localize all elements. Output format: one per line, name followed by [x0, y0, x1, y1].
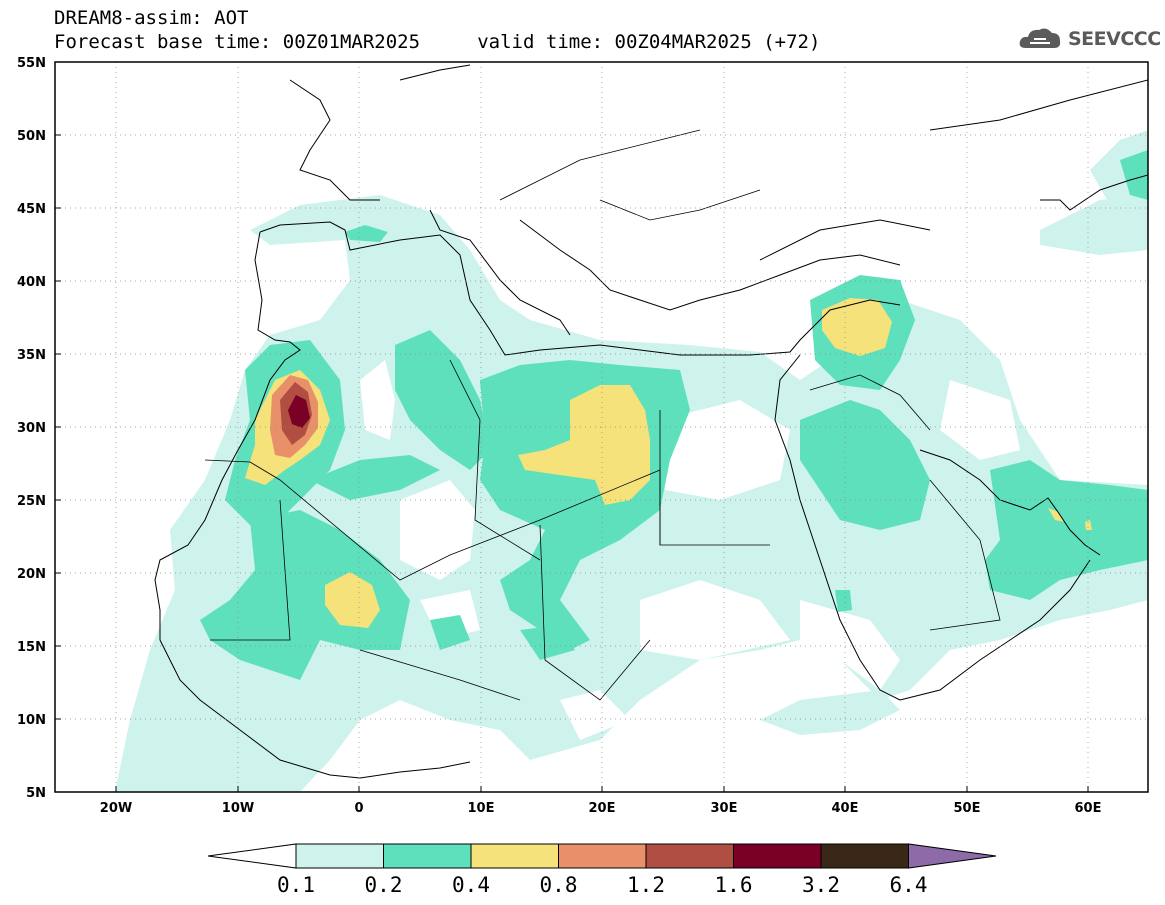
latitude-labels: 55N 50N 45N 40N 35N 30N 25N 20N 15N 10N … — [17, 56, 46, 801]
longitude-labels: 20W 10W 0 10E 20E 30E 40E 50E 60E — [100, 801, 1102, 816]
lat-label: 15N — [17, 640, 46, 655]
forecast-times: Forecast base time: 00Z01MAR2025 valid t… — [54, 31, 821, 53]
colorbar-label: 6.4 — [890, 873, 928, 897]
lon-label: 20W — [100, 801, 132, 816]
colorbar-label: 1.6 — [715, 873, 753, 897]
lon-label: 50E — [954, 801, 981, 816]
colorbar-bin — [383, 843, 472, 869]
colorbar: 0.1 0.2 0.4 0.8 1.2 1.6 3.2 6.4 — [207, 843, 997, 897]
lat-label: 25N — [17, 494, 46, 509]
axis-ticks — [55, 134, 1089, 792]
lat-label: 20N — [17, 567, 46, 582]
colorbar-label: 0.4 — [452, 873, 490, 897]
colorbar-label: 1.2 — [627, 873, 665, 897]
colorbar-bin — [820, 843, 909, 869]
lat-label: 40N — [17, 275, 46, 290]
lat-label: 30N — [17, 421, 46, 436]
lon-label: 10W — [222, 801, 254, 816]
coastlines — [154, 64, 1148, 779]
colorbar-label: 0.2 — [365, 873, 403, 897]
aot-level-0-2 — [200, 150, 1148, 680]
logo-text: SEEVCCC — [1068, 28, 1161, 50]
colorbar-label: 3.2 — [802, 873, 840, 897]
colorbar-bin — [645, 843, 734, 869]
lat-label: 55N — [17, 56, 46, 71]
lon-label: 0 — [354, 801, 363, 816]
lon-label: 10E — [468, 801, 495, 816]
colorbar-bin — [558, 843, 647, 869]
country-borders — [204, 129, 1001, 701]
lat-label: 45N — [17, 202, 46, 217]
lat-label: 35N — [17, 348, 46, 363]
lon-label: 60E — [1075, 801, 1102, 816]
lon-label: 20E — [589, 801, 616, 816]
colorbar-over-arrow — [908, 843, 997, 869]
colorbar-label: 0.8 — [540, 873, 578, 897]
lat-label: 50N — [17, 129, 46, 144]
aot-level-1-6 — [288, 395, 310, 428]
lon-label: 40E — [832, 801, 859, 816]
colorbar-under-arrow — [207, 843, 297, 869]
aot-field — [55, 62, 1148, 792]
lat-label: 10N — [17, 713, 46, 728]
colorbar-bin — [470, 843, 559, 869]
colorbar-bin — [733, 843, 822, 869]
gridlines — [55, 62, 1148, 792]
map-title: DREAM8-assim: AOT — [54, 7, 249, 29]
lon-label: 30E — [711, 801, 738, 816]
colorbar-label: 0.1 — [277, 873, 315, 897]
lat-label: 5N — [26, 786, 46, 801]
colorbar-bin — [295, 843, 384, 869]
cloud-logo-icon — [1019, 28, 1061, 48]
